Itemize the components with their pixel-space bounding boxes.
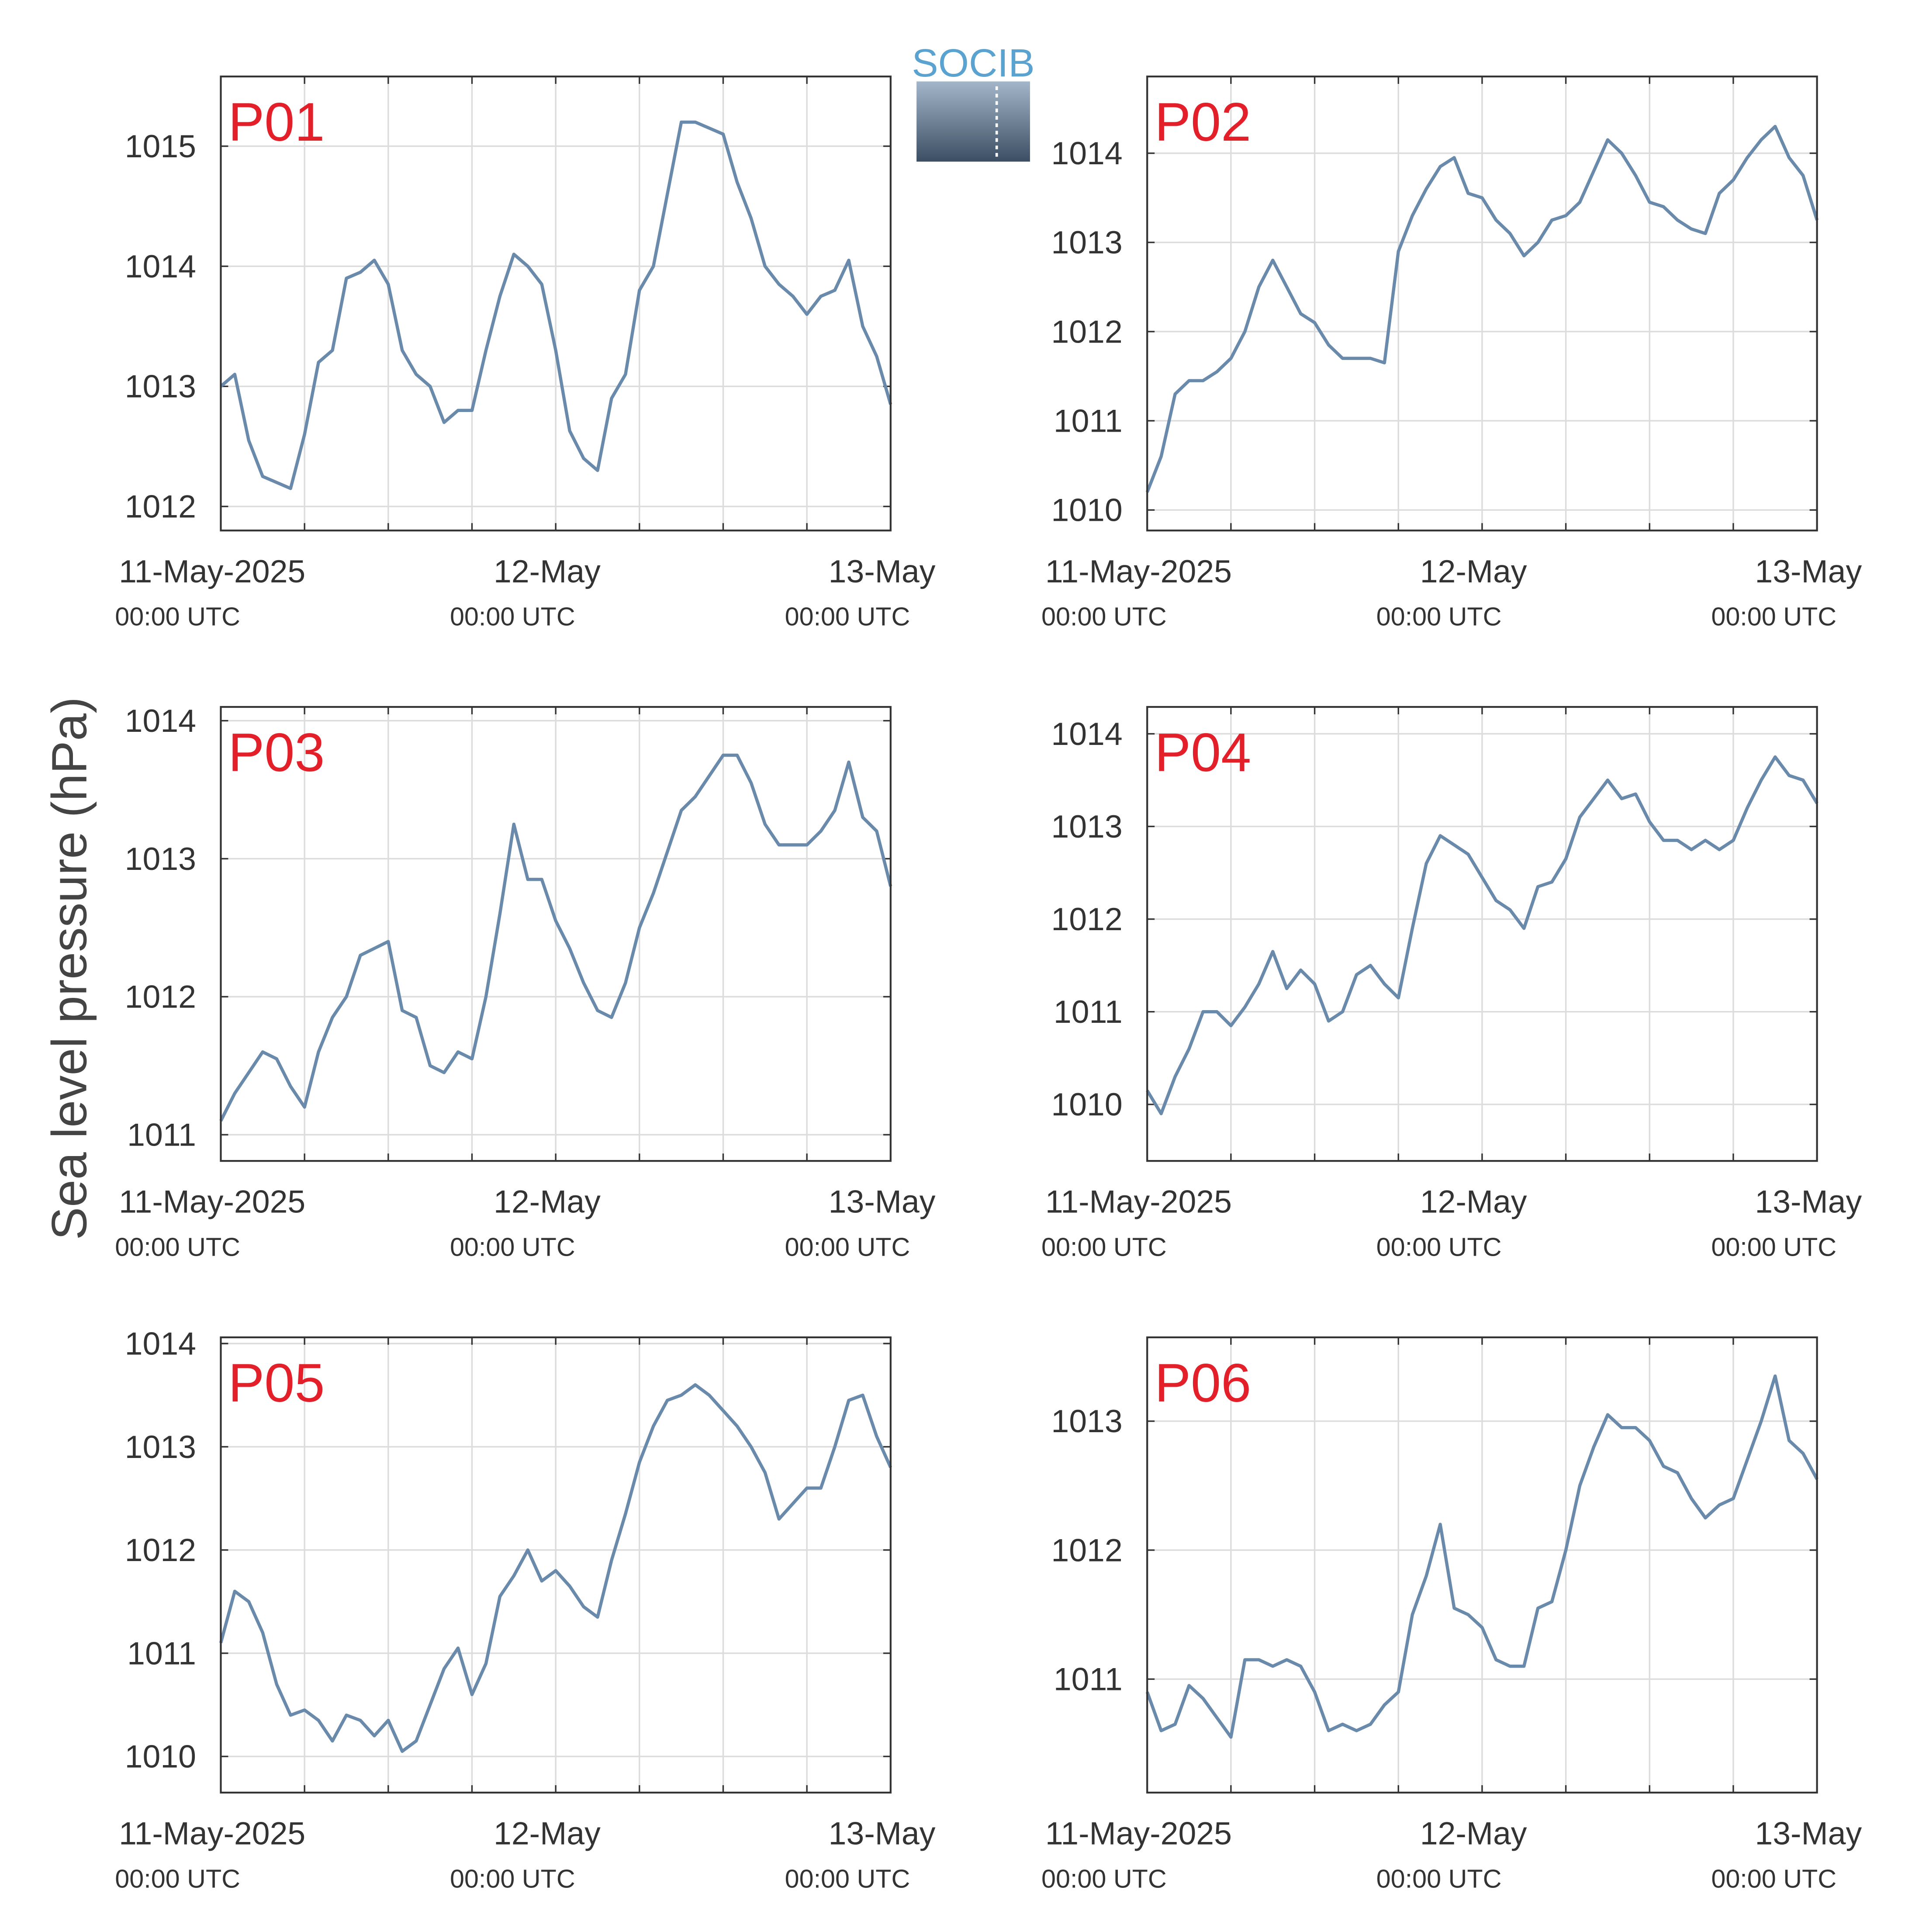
plot-frame: [220, 706, 892, 1162]
y-tick-label: 1011: [1054, 403, 1123, 439]
x-tick-sublabel: 00:00 UTC: [785, 1233, 910, 1262]
x-tick-label: 13-May: [829, 1816, 936, 1852]
x-tick-label: 11-May-2025: [1045, 554, 1232, 589]
y-tick-label: 1010: [1051, 492, 1122, 528]
y-tick-label: 1013: [125, 1429, 196, 1465]
panel: 1012 1013 1014 1015 11-May-2025 00:00 UTC 12-M…: [115, 75, 936, 631]
y-tick-label: 1014: [125, 703, 196, 739]
y-tick-label: 1012: [1051, 314, 1122, 350]
y-tick-label: 1013: [1051, 809, 1122, 845]
data-line: [219, 1383, 892, 1753]
x-tick-sublabel: 00:00 UTC: [785, 1864, 910, 1893]
panel-title: P06: [1155, 1353, 1251, 1413]
plot-frame: [220, 75, 892, 532]
x-tick-label: 11-May-2025: [119, 1184, 305, 1220]
x-tick-label: 12-May: [1420, 1184, 1527, 1220]
y-tick-label: 1013: [125, 841, 196, 877]
data-line: [219, 753, 892, 1122]
x-tick-label: 11-May-2025: [1045, 1184, 1232, 1220]
x-tick-label: 11-May-2025: [119, 1816, 305, 1852]
x-tick-label: 12-May: [494, 1184, 601, 1220]
y-tick-label: 1011: [127, 1117, 196, 1153]
y-tick-label: 1014: [1051, 135, 1122, 171]
x-tick-sublabel: 00:00 UTC: [1711, 1864, 1836, 1893]
x-tick-sublabel: 00:00 UTC: [1376, 1864, 1502, 1893]
y-tick-label: 1010: [125, 1739, 196, 1775]
y-tick-label: 1015: [125, 128, 196, 164]
y-tick-label: 1014: [1051, 716, 1122, 752]
panel-title: P04: [1155, 723, 1251, 783]
logo-block: [916, 81, 1030, 162]
data-line: [1145, 125, 1819, 493]
x-tick-sublabel: 00:00 UTC: [1376, 1233, 1502, 1262]
x-tick-label: 12-May: [494, 1816, 601, 1852]
x-tick-label: 13-May: [1755, 1816, 1862, 1852]
x-tick-sublabel: 00:00 UTC: [1041, 1864, 1167, 1893]
x-tick-label: 12-May: [1420, 554, 1527, 589]
panel-title: P05: [228, 1353, 325, 1413]
x-tick-label: 13-May: [829, 554, 936, 589]
x-tick-sublabel: 00:00 UTC: [1376, 602, 1502, 631]
y-tick-label: 1011: [1054, 1662, 1123, 1697]
panel: 1010 1011 1012 1013 1014 11-May-2025 00:00 UTC…: [115, 1326, 935, 1894]
logo-text: SOCIB: [912, 41, 1034, 85]
data-line: [1146, 755, 1819, 1115]
x-tick-sublabel: 00:00 UTC: [1041, 1233, 1167, 1262]
panel-title: P03: [228, 723, 325, 783]
y-axis-label: Sea level pressure (hPa): [42, 697, 97, 1240]
plot-frame: [1146, 75, 1818, 532]
x-tick-sublabel: 00:00 UTC: [785, 602, 910, 631]
x-tick-label: 11-May-2025: [119, 554, 305, 589]
x-tick-sublabel: 00:00 UTC: [115, 1233, 240, 1262]
panel-title: P02: [1155, 92, 1251, 152]
x-tick-label: 12-May: [494, 554, 601, 589]
y-tick-label: 1010: [1051, 1087, 1122, 1122]
y-tick-label: 1013: [1051, 1403, 1122, 1439]
plot-frame: [1146, 706, 1818, 1162]
panel: 1011 1012 1013 1014 11-May-2025 00:00 UTC 12-M…: [115, 703, 935, 1262]
x-tick-sublabel: 00:00 UTC: [1711, 602, 1836, 631]
x-tick-sublabel: 00:00 UTC: [450, 1233, 575, 1262]
y-tick-label: 1013: [1051, 225, 1122, 260]
x-tick-sublabel: 00:00 UTC: [1711, 1233, 1836, 1262]
panel: 1011 1012 1013 11-May-2025 00:00 UTC 12-May 00…: [1041, 1336, 1862, 1893]
x-tick-sublabel: 00:00 UTC: [115, 1864, 240, 1893]
plot-frame: [220, 1336, 892, 1794]
x-tick-sublabel: 00:00 UTC: [450, 602, 575, 631]
x-tick-label: 13-May: [1755, 1184, 1862, 1220]
y-tick-label: 1012: [125, 979, 196, 1015]
y-tick-label: 1013: [125, 369, 196, 405]
x-tick-sublabel: 00:00 UTC: [115, 602, 240, 631]
logo: SOCIB: [912, 41, 1035, 162]
panel: 1010 1011 1012 1013 1014 11-May-2025 00:00 UTC…: [1041, 75, 1862, 631]
plot-frame: [1146, 1336, 1818, 1794]
y-tick-label: 1014: [125, 1326, 196, 1362]
y-tick-label: 1012: [125, 489, 196, 525]
data-line: [220, 120, 892, 490]
x-tick-sublabel: 00:00 UTC: [450, 1864, 575, 1893]
y-tick-label: 1012: [125, 1532, 196, 1568]
y-tick-label: 1011: [127, 1635, 196, 1671]
y-tick-label: 1011: [1054, 994, 1123, 1030]
panel: 1010 1011 1012 1013 1014 11-May-2025 00:00 UTC…: [1041, 706, 1862, 1262]
y-tick-label: 1014: [125, 249, 196, 284]
data-line: [1145, 1374, 1819, 1739]
x-tick-label: 13-May: [1755, 554, 1862, 589]
x-tick-label: 11-May-2025: [1045, 1816, 1232, 1852]
y-tick-label: 1012: [1051, 901, 1122, 937]
x-tick-label: 13-May: [829, 1184, 936, 1220]
x-tick-sublabel: 00:00 UTC: [1041, 602, 1167, 631]
x-tick-label: 12-May: [1420, 1816, 1527, 1852]
panel-title: P01: [228, 92, 325, 152]
y-tick-label: 1012: [1051, 1532, 1122, 1568]
